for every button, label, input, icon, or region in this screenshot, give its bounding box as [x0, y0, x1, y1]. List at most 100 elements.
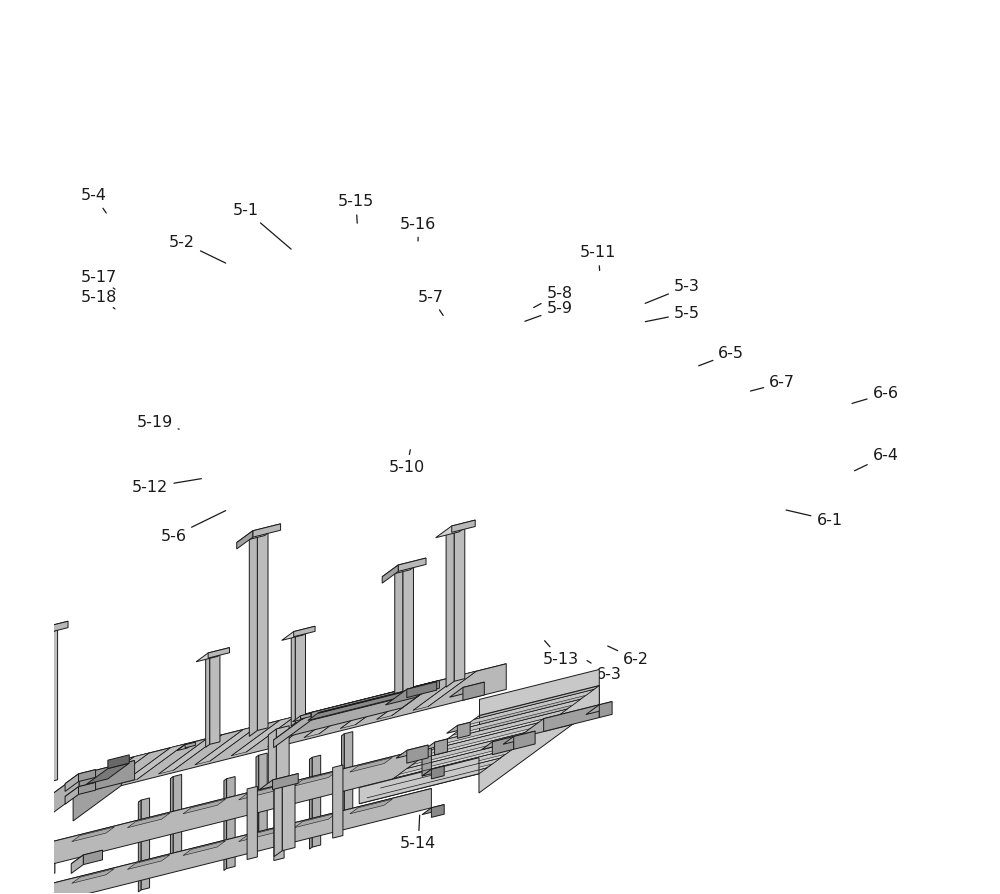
Polygon shape [586, 702, 612, 714]
Polygon shape [359, 686, 599, 804]
Text: 5-8: 5-8 [534, 286, 572, 308]
Polygon shape [31, 627, 47, 645]
Text: 5-7: 5-7 [418, 290, 444, 316]
Polygon shape [239, 827, 281, 841]
Polygon shape [173, 774, 182, 866]
Polygon shape [239, 785, 281, 800]
Polygon shape [72, 869, 114, 883]
Polygon shape [274, 788, 284, 861]
Polygon shape [41, 628, 49, 788]
Text: 6-2: 6-2 [608, 646, 649, 667]
Polygon shape [431, 766, 444, 779]
Polygon shape [413, 729, 540, 764]
Text: 6-5: 6-5 [699, 346, 744, 366]
Polygon shape [256, 755, 259, 847]
Polygon shape [407, 745, 428, 763]
Polygon shape [127, 813, 170, 828]
Polygon shape [138, 800, 141, 892]
Polygon shape [439, 709, 567, 745]
Polygon shape [514, 731, 535, 749]
Polygon shape [293, 713, 311, 721]
Text: 5-5: 5-5 [645, 306, 700, 322]
Polygon shape [122, 744, 185, 783]
Polygon shape [86, 763, 129, 784]
Polygon shape [183, 799, 226, 814]
Polygon shape [37, 843, 46, 873]
Polygon shape [86, 753, 149, 792]
Polygon shape [435, 739, 447, 755]
Polygon shape [413, 671, 476, 710]
Polygon shape [377, 680, 440, 720]
Polygon shape [65, 770, 96, 784]
Polygon shape [268, 729, 276, 786]
Polygon shape [422, 805, 444, 814]
Polygon shape [177, 742, 195, 751]
Polygon shape [431, 805, 444, 817]
Polygon shape [399, 738, 527, 774]
Polygon shape [183, 841, 226, 856]
Polygon shape [73, 760, 121, 821]
Polygon shape [340, 689, 404, 729]
Polygon shape [350, 757, 392, 772]
Polygon shape [447, 722, 470, 733]
Polygon shape [386, 748, 514, 784]
Polygon shape [479, 686, 599, 793]
Polygon shape [436, 520, 475, 537]
Text: 6-6: 6-6 [852, 386, 899, 403]
Text: 5-6: 5-6 [160, 510, 226, 544]
Polygon shape [396, 745, 428, 758]
Text: 5-19: 5-19 [136, 415, 179, 429]
Polygon shape [398, 558, 426, 571]
Polygon shape [274, 713, 311, 747]
Polygon shape [294, 772, 337, 786]
Polygon shape [65, 774, 78, 791]
Polygon shape [71, 855, 83, 873]
Polygon shape [31, 621, 68, 638]
Polygon shape [385, 682, 437, 705]
Polygon shape [309, 757, 312, 849]
Text: 5-18: 5-18 [81, 290, 118, 308]
Text: 5-9: 5-9 [525, 301, 572, 321]
Polygon shape [482, 737, 514, 750]
Polygon shape [395, 566, 403, 700]
Polygon shape [373, 758, 500, 794]
Text: 5-16: 5-16 [400, 216, 436, 241]
Text: 6-1: 6-1 [786, 510, 843, 527]
Polygon shape [249, 532, 257, 737]
Polygon shape [47, 621, 68, 633]
Polygon shape [312, 755, 321, 848]
Polygon shape [33, 864, 55, 873]
Polygon shape [294, 626, 315, 637]
Polygon shape [49, 626, 58, 782]
Polygon shape [71, 850, 103, 864]
Polygon shape [247, 787, 257, 859]
Polygon shape [480, 686, 599, 735]
Polygon shape [294, 813, 337, 828]
Polygon shape [492, 737, 514, 755]
Polygon shape [41, 626, 58, 634]
Polygon shape [407, 682, 437, 697]
Polygon shape [46, 789, 431, 894]
Polygon shape [253, 524, 281, 537]
Polygon shape [424, 739, 447, 750]
Polygon shape [453, 699, 581, 735]
Polygon shape [273, 773, 298, 789]
Polygon shape [382, 565, 398, 583]
Polygon shape [350, 799, 392, 814]
Polygon shape [47, 774, 79, 817]
Polygon shape [65, 787, 78, 805]
Polygon shape [274, 680, 439, 740]
Polygon shape [274, 780, 282, 856]
Text: 5-13: 5-13 [543, 641, 579, 667]
Polygon shape [83, 850, 103, 864]
Text: 5-10: 5-10 [389, 450, 425, 475]
Polygon shape [452, 520, 475, 533]
Polygon shape [344, 731, 353, 823]
Text: 5-3: 5-3 [645, 279, 700, 303]
Polygon shape [466, 689, 594, 725]
Polygon shape [108, 755, 129, 769]
Text: 6-3: 6-3 [587, 661, 622, 682]
Polygon shape [301, 713, 311, 719]
Polygon shape [382, 558, 426, 577]
Text: 5-11: 5-11 [580, 245, 617, 271]
